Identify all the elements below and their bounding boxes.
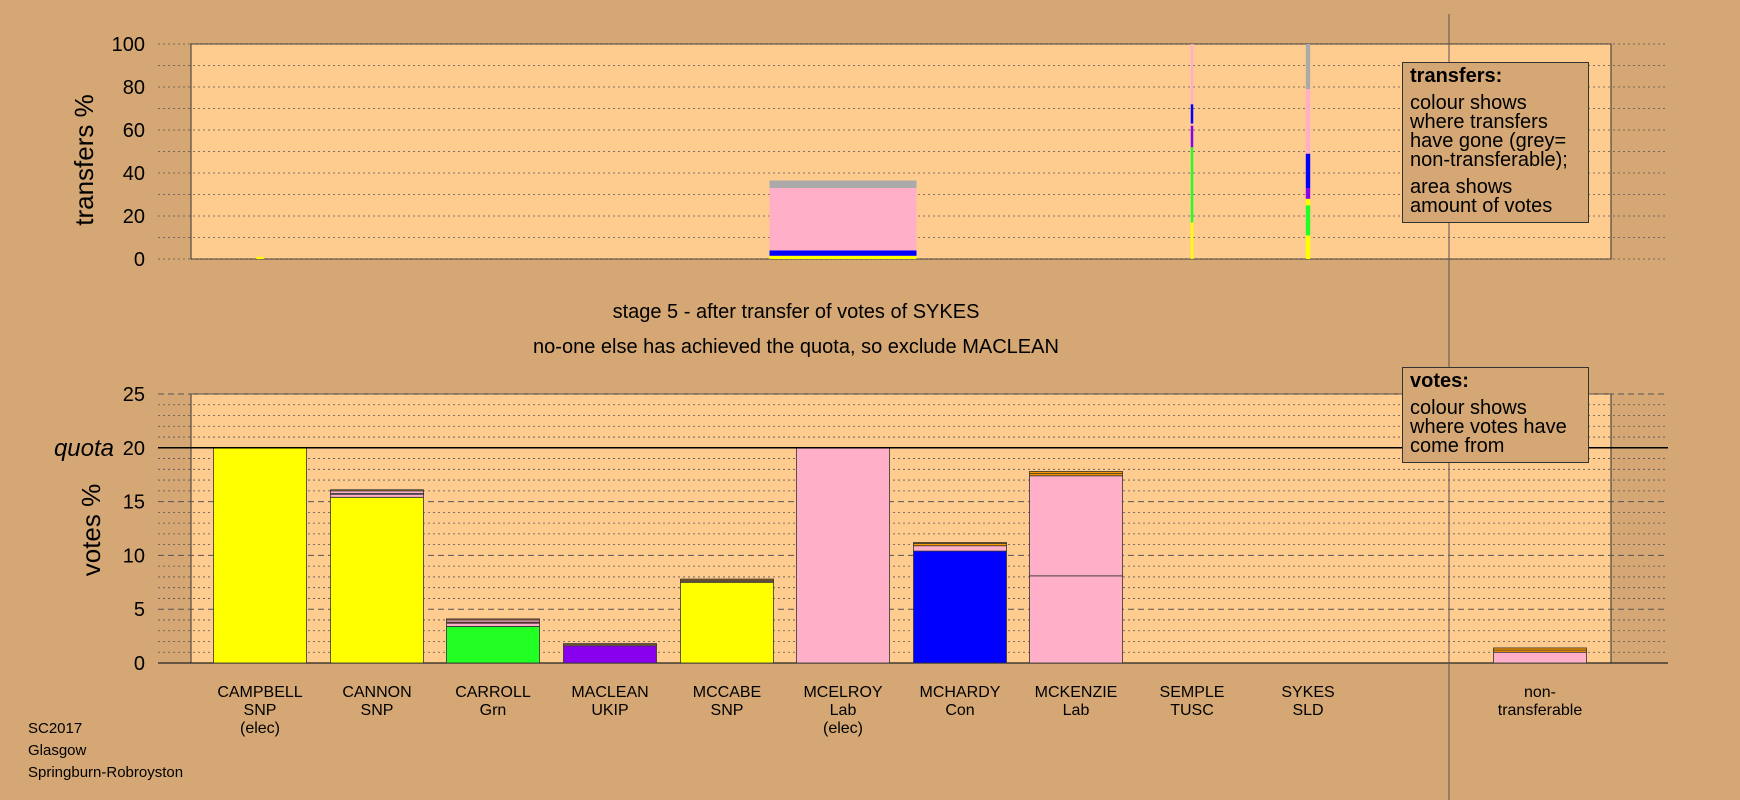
council-name: Glasgow bbox=[28, 742, 87, 759]
transfer-segment-sykes-lab bbox=[1305, 89, 1311, 154]
transfer-segment-mcelroy-snp bbox=[769, 255, 917, 259]
candidate-label-sykes: SYKES SLD bbox=[1281, 684, 1334, 719]
vote-segment-mcelroy-lab bbox=[796, 447, 890, 664]
candidate-label-mccabe: MCCABE SNP bbox=[693, 684, 761, 719]
transfer-segment-sykes-ukip bbox=[1305, 188, 1311, 199]
votes-tick-label: 0 bbox=[134, 653, 145, 675]
vote-segment-carroll-lab bbox=[446, 622, 540, 627]
vote-segment-cannon-snp bbox=[330, 496, 424, 664]
votes-legend: votes: colour shows where votes have com… bbox=[1402, 367, 1589, 463]
candidate-label-carroll: CARROLL Grn bbox=[455, 684, 531, 719]
votes-tick-label: 15 bbox=[123, 492, 145, 514]
transfers-tick-label: 20 bbox=[123, 206, 145, 228]
vote-segment-non-transferable-sld bbox=[1493, 647, 1587, 651]
vote-segment-mchardy-con bbox=[913, 550, 1007, 664]
vote-segment-mckenzie-lab bbox=[1029, 475, 1123, 577]
transfer-segment-semple-snp bbox=[1190, 222, 1194, 259]
vote-segment-mccabe-sld bbox=[680, 578, 774, 581]
votes-tick-label: 10 bbox=[123, 545, 145, 567]
transfer-segment-semple-con bbox=[1190, 104, 1194, 124]
stage-note: no-one else has achieved the quota, so e… bbox=[533, 336, 1059, 358]
transfers-tick-label: 40 bbox=[123, 163, 145, 185]
candidate-label-semple: SEMPLE TUSC bbox=[1160, 684, 1225, 719]
votes-legend-colour-text: colour shows where votes have come from bbox=[1410, 397, 1567, 457]
election-name: SC2017 bbox=[28, 720, 83, 737]
candidate-label-mckenzie: MCKENZIE Lab bbox=[1035, 684, 1118, 719]
transfer-segment-sykes-con bbox=[1305, 153, 1311, 189]
transfers-legend: transfers: colour shows where transfers … bbox=[1402, 62, 1589, 223]
candidate-label-mchardy: MCHARDY Con bbox=[920, 684, 1001, 719]
vote-segment-non-transferable-lab bbox=[1493, 651, 1587, 664]
votes-y-ticks: 0 5 10 15 20 25 bbox=[123, 384, 145, 675]
candidate-label-cannon: CANNON SNP bbox=[342, 684, 411, 719]
vote-segment-cannon-lab bbox=[330, 490, 424, 494]
vote-segment-mckenzie-lab bbox=[1029, 575, 1123, 664]
transfer-segment-semple-lab bbox=[1190, 44, 1194, 105]
transfers-tick-label: 80 bbox=[123, 77, 145, 99]
vote-segment-mccabe-snp bbox=[680, 581, 774, 664]
transfer-segment-campbell-snp bbox=[256, 256, 264, 259]
transfers-tick-label: 100 bbox=[112, 34, 145, 56]
vote-segment-mchardy-lab bbox=[913, 545, 1007, 552]
vote-segment-mchardy-sld bbox=[913, 542, 1007, 544]
vote-segment-cannon-sld bbox=[330, 489, 424, 492]
votes-tick-label: 25 bbox=[123, 384, 145, 406]
vote-segment-maclean-sld bbox=[563, 643, 657, 646]
transfer-segment-mcelroy-con bbox=[769, 250, 917, 256]
transfer-segment-mcelroy-lab bbox=[769, 188, 917, 251]
votes-tick-label: 20 bbox=[123, 438, 145, 460]
votes-plot-area bbox=[190, 393, 1612, 664]
candidate-labels: CAMPBELL SNP (elec) CANNON SNP CARROLL Grn MACL… bbox=[217, 684, 1582, 737]
transfer-segment-sykes-non-transferable bbox=[1305, 44, 1311, 90]
ward-name: Springburn-Robroyston bbox=[28, 764, 184, 781]
election-info: SC2017 Glasgow Springburn-Robroyston bbox=[28, 718, 183, 784]
vote-segment-carroll-grn bbox=[446, 626, 540, 664]
vote-segment-mckenzie-sld bbox=[1029, 471, 1123, 475]
quota-label: quota bbox=[54, 435, 114, 462]
votes-y-axis-label: votes % bbox=[76, 484, 106, 577]
vote-segment-carroll-sld bbox=[446, 618, 540, 621]
transfers-y-axis-label: transfers % bbox=[69, 94, 99, 226]
votes-legend-title: votes: bbox=[1410, 370, 1469, 392]
votes-plot-background bbox=[190, 393, 1612, 664]
vote-segment-maclean-ukip bbox=[563, 645, 657, 664]
transfer-segment-sykes-snp bbox=[1305, 198, 1311, 206]
candidate-label-mcelroy: MCELROY Lab (elec) bbox=[803, 684, 882, 737]
transfer-segment-mcelroy-non-transferable bbox=[769, 180, 917, 189]
transfers-y-ticks: 0 20 40 60 80 100 bbox=[112, 34, 145, 271]
candidate-label-maclean: MACLEAN UKIP bbox=[571, 684, 648, 719]
stage-title: stage 5 - after transfer of votes of SYK… bbox=[613, 301, 980, 323]
transfers-tick-label: 60 bbox=[123, 120, 145, 142]
vote-segment-campbell-snp bbox=[213, 447, 307, 664]
transfer-segment-semple-grn bbox=[1190, 147, 1194, 223]
candidate-label-campbell: CAMPBELL SNP (elec) bbox=[217, 684, 302, 737]
votes-bars bbox=[213, 447, 1587, 664]
nontransferable-label: non-transferable bbox=[1498, 684, 1583, 719]
transfer-segment-semple-ukip bbox=[1190, 125, 1194, 148]
transfers-tick-label: 0 bbox=[134, 249, 145, 271]
votes-tick-label: 5 bbox=[134, 599, 145, 621]
transfer-segment-sykes-snp bbox=[1305, 235, 1311, 259]
transfers-legend-area-text: area shows amount of votes bbox=[1410, 176, 1553, 217]
transfers-legend-title: transfers: bbox=[1410, 65, 1503, 87]
transfers-bars bbox=[256, 44, 1311, 259]
transfer-segment-sykes-grn bbox=[1305, 205, 1311, 236]
transfer-segment-semple-lab bbox=[1190, 123, 1194, 126]
transfers-legend-colour-text: colour shows where transfers have gone (… bbox=[1410, 92, 1568, 171]
